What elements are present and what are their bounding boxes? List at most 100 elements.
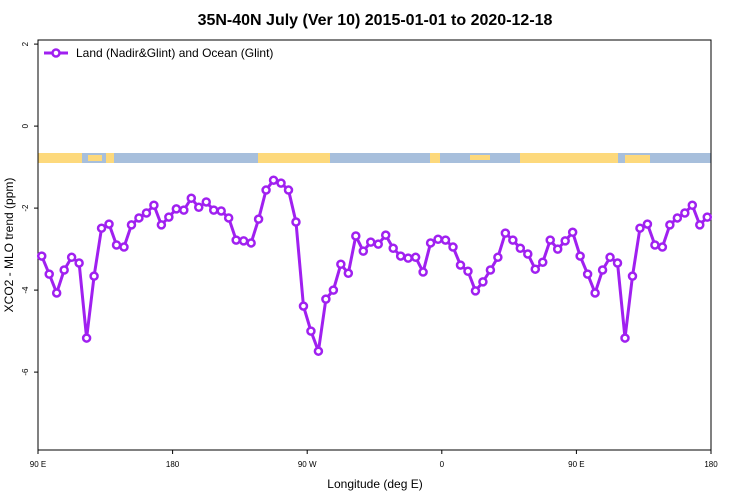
data-point (560, 236, 570, 246)
data-point (201, 197, 211, 207)
data-point (567, 227, 578, 238)
data-point (291, 217, 301, 227)
data-point (373, 239, 383, 249)
data-point (523, 249, 533, 259)
data-point (74, 258, 84, 268)
data-point (238, 236, 249, 246)
data-point (657, 242, 668, 252)
data-point (313, 346, 324, 356)
data-point (463, 266, 473, 276)
data-point (268, 175, 279, 185)
data-point (298, 301, 309, 311)
data-point (336, 259, 346, 270)
data-point (194, 202, 204, 213)
data-point (597, 265, 608, 275)
data-point (306, 326, 316, 336)
data-point (104, 219, 114, 229)
data-point (126, 220, 137, 230)
y-tick-label: 0 (21, 123, 30, 128)
data-point (702, 212, 713, 222)
data-point (44, 269, 54, 279)
legend-label: Land (Nadir&Glint) and Ocean (Glint) (76, 46, 273, 60)
data-point (171, 204, 182, 214)
data-point (635, 223, 645, 233)
data-point (687, 200, 698, 210)
data-point (89, 271, 99, 281)
legend-marker (51, 48, 61, 58)
plot-frame (37, 39, 712, 451)
data-point (276, 178, 286, 188)
data-point (545, 235, 555, 245)
data-point (538, 257, 548, 267)
data-point (208, 205, 219, 215)
data-point (627, 271, 638, 281)
data-point (425, 238, 436, 248)
data-point (283, 185, 294, 195)
x-tick-label: 0 (440, 460, 445, 469)
data-point (149, 200, 159, 210)
data-point (478, 277, 488, 287)
data-point (418, 267, 428, 277)
data-point (231, 235, 241, 245)
data-point (96, 223, 107, 233)
data-point (81, 333, 92, 343)
data-point (410, 252, 421, 263)
data-point (253, 214, 264, 224)
data-point (164, 212, 174, 222)
data-point (261, 185, 271, 195)
data-point (642, 219, 653, 229)
data-point (156, 220, 167, 230)
y-tick-label: -2 (21, 204, 30, 212)
data-point (111, 240, 122, 250)
x-tick-label: 90 E (30, 460, 46, 469)
data-point (695, 220, 705, 230)
data-point (134, 213, 144, 223)
data-point (36, 251, 47, 261)
data-point (493, 252, 503, 263)
data-point (672, 213, 683, 223)
data-point (448, 242, 458, 252)
data-point (59, 265, 69, 275)
data-point (186, 193, 197, 204)
x-tick-label: 180 (704, 460, 718, 469)
data-point (433, 234, 443, 245)
data-point (66, 252, 77, 263)
data-point (508, 235, 518, 245)
data-point (552, 244, 563, 254)
data-point (403, 253, 413, 263)
data-point (515, 243, 526, 254)
x-tick-label: 180 (166, 460, 180, 469)
data-point (575, 251, 585, 261)
data-point (665, 220, 675, 230)
data-point (358, 246, 369, 256)
data-point (605, 252, 615, 263)
data-point (440, 235, 451, 245)
data-point (119, 242, 129, 252)
x-tick-label: 90 E (568, 460, 584, 469)
data-point (179, 205, 189, 215)
data-point (246, 238, 256, 248)
data-point (328, 285, 339, 295)
data-point (455, 260, 466, 270)
series-line (40, 178, 709, 352)
data-point (612, 258, 623, 268)
data-point (620, 333, 630, 343)
data-point (590, 288, 600, 298)
data-point (500, 228, 511, 238)
y-tick-label: -4 (21, 286, 30, 294)
data-point (223, 213, 234, 223)
data-point (650, 240, 660, 250)
x-tick-label: 90 W (298, 460, 317, 469)
data-point (395, 251, 406, 261)
data-point (485, 265, 496, 275)
data-point (530, 264, 541, 274)
data-point (216, 206, 226, 216)
data-point (366, 237, 376, 247)
data-point (343, 268, 354, 279)
data-point (680, 208, 690, 218)
data-point (351, 231, 361, 241)
data-point (388, 243, 398, 254)
y-tick-label: 2 (21, 41, 30, 46)
data-point (51, 288, 62, 298)
